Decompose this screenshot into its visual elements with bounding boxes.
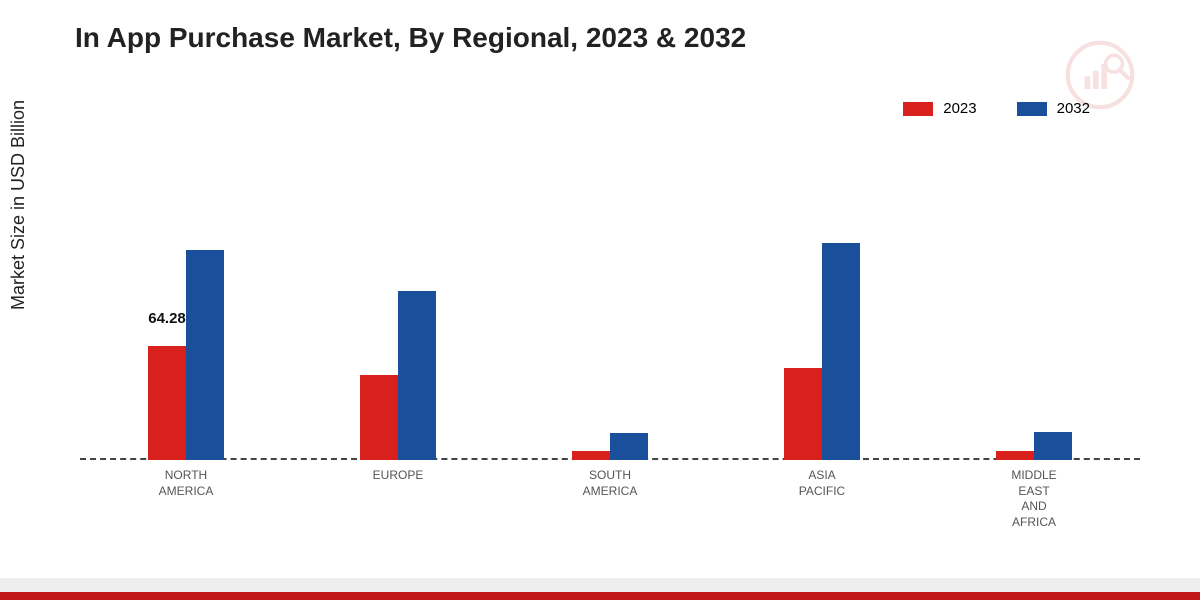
bar-2023 bbox=[784, 368, 822, 460]
bar-2023 bbox=[572, 451, 610, 460]
category-label: NORTH AMERICA bbox=[159, 468, 214, 499]
category-label: SOUTH AMERICA bbox=[583, 468, 638, 499]
bar-2032 bbox=[186, 250, 224, 460]
bar-2023 bbox=[148, 346, 186, 460]
bar-2023 bbox=[996, 451, 1034, 460]
legend-item-2032: 2032 bbox=[1017, 100, 1090, 117]
bar-2032 bbox=[398, 291, 436, 460]
legend-label-2023: 2023 bbox=[943, 100, 976, 117]
data-label: 64.28 bbox=[148, 310, 186, 327]
legend-swatch-2023 bbox=[903, 102, 933, 116]
legend-label-2032: 2032 bbox=[1057, 100, 1090, 117]
legend-swatch-2032 bbox=[1017, 102, 1047, 116]
chart-title: In App Purchase Market, By Regional, 202… bbox=[75, 22, 746, 54]
footer-red-bar bbox=[0, 592, 1200, 600]
category-label: EUROPE bbox=[373, 468, 424, 484]
bar-2032 bbox=[610, 433, 648, 460]
bar-2023 bbox=[360, 375, 398, 460]
category-label: ASIA PACIFIC bbox=[799, 468, 845, 499]
bar-group: ASIA PACIFIC bbox=[762, 243, 882, 460]
bar-group: MIDDLE EAST AND AFRICA bbox=[974, 432, 1094, 460]
bar-group: NORTH AMERICA64.28 bbox=[126, 250, 246, 460]
bar-2032 bbox=[822, 243, 860, 460]
footer-grey-bar bbox=[0, 578, 1200, 592]
bar-2032 bbox=[1034, 432, 1072, 460]
y-axis-label: Market Size in USD Billion bbox=[8, 100, 29, 310]
plot-area: NORTH AMERICA64.28 EUROPE SOUTH AMERICA ASI… bbox=[80, 140, 1140, 460]
bar-group: EUROPE bbox=[338, 291, 458, 460]
legend-item-2023: 2023 bbox=[903, 100, 976, 117]
category-label: MIDDLE EAST AND AFRICA bbox=[1011, 468, 1056, 530]
bar-group: SOUTH AMERICA bbox=[550, 433, 670, 460]
legend: 2023 2032 bbox=[903, 100, 1090, 117]
